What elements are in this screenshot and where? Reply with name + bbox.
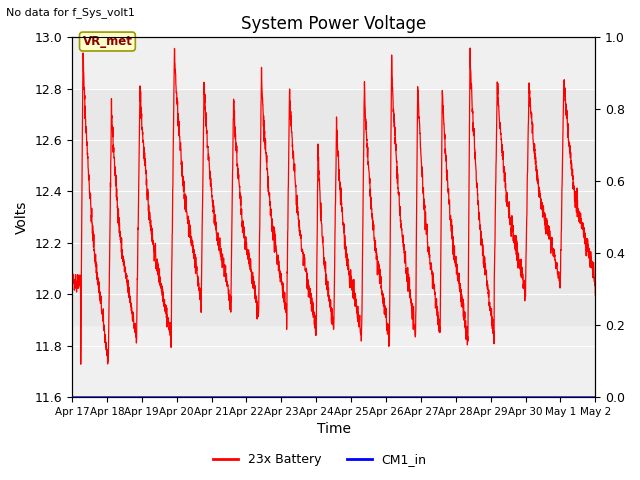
Y-axis label: Volts: Volts bbox=[15, 201, 29, 234]
Text: VR_met: VR_met bbox=[83, 35, 132, 48]
Text: No data for f_Sys_volt1: No data for f_Sys_volt1 bbox=[6, 7, 135, 18]
Legend: 23x Battery, CM1_in: 23x Battery, CM1_in bbox=[208, 448, 432, 471]
X-axis label: Time: Time bbox=[317, 422, 351, 436]
Bar bbox=[72, 89, 595, 325]
Title: System Power Voltage: System Power Voltage bbox=[241, 15, 426, 33]
